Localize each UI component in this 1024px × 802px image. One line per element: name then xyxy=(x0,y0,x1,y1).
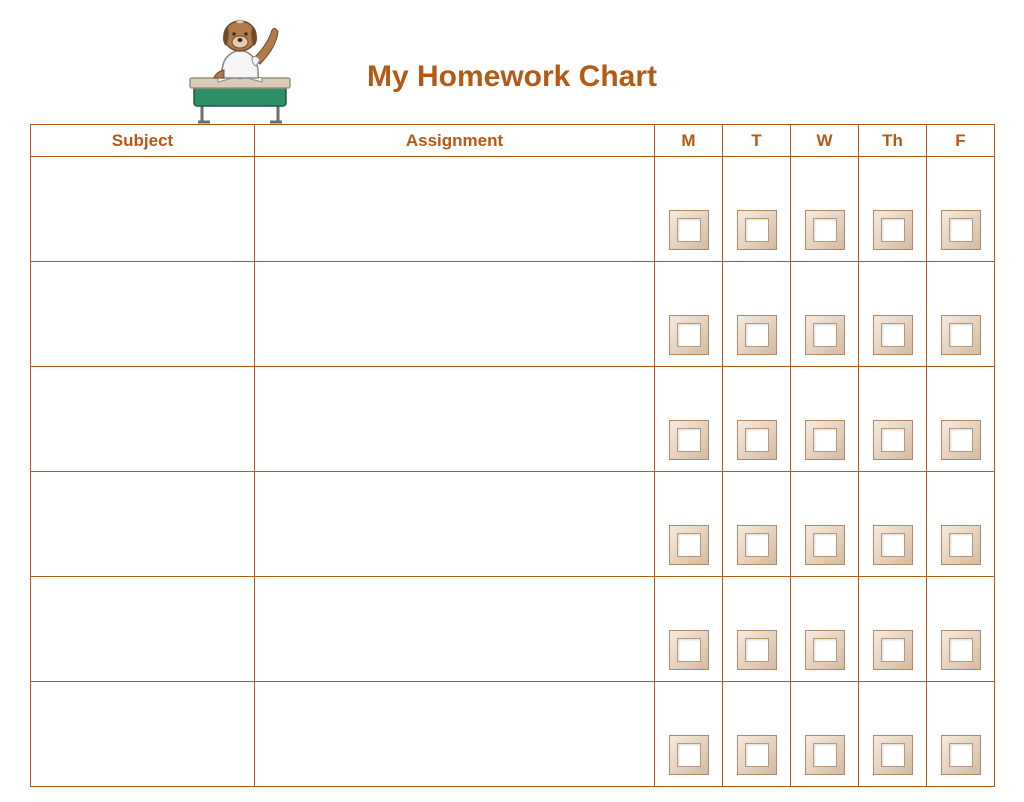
checkbox-tue[interactable] xyxy=(737,420,777,460)
checkbox-wed[interactable] xyxy=(805,735,845,775)
day-cell-mon xyxy=(655,157,723,262)
checkbox-fri[interactable] xyxy=(941,630,981,670)
checkbox-thu[interactable] xyxy=(873,420,913,460)
checkbox-tue[interactable] xyxy=(737,630,777,670)
checkbox-thu[interactable] xyxy=(873,630,913,670)
column-header-thu: Th xyxy=(859,125,927,157)
day-cell-tue xyxy=(723,472,791,577)
checkbox-mon[interactable] xyxy=(669,735,709,775)
day-cell-fri xyxy=(927,577,995,682)
day-cell-thu xyxy=(859,682,927,787)
assignment-cell[interactable] xyxy=(255,682,655,787)
checkbox-fri[interactable] xyxy=(941,525,981,565)
checkbox-thu[interactable] xyxy=(873,525,913,565)
table-row xyxy=(31,577,995,682)
checkbox-tue[interactable] xyxy=(737,525,777,565)
day-cell-tue xyxy=(723,262,791,367)
column-header-mon: M xyxy=(655,125,723,157)
subject-cell[interactable] xyxy=(31,472,255,577)
day-cell-fri xyxy=(927,367,995,472)
column-header-assignment: Assignment xyxy=(255,125,655,157)
assignment-cell[interactable] xyxy=(255,157,655,262)
day-cell-wed xyxy=(791,157,859,262)
day-cell-fri xyxy=(927,472,995,577)
subject-cell[interactable] xyxy=(31,577,255,682)
checkbox-mon[interactable] xyxy=(669,210,709,250)
day-cell-wed xyxy=(791,472,859,577)
checkbox-fri[interactable] xyxy=(941,210,981,250)
checkbox-tue[interactable] xyxy=(737,210,777,250)
table-row xyxy=(31,262,995,367)
day-cell-wed xyxy=(791,367,859,472)
day-cell-fri xyxy=(927,682,995,787)
day-cell-mon xyxy=(655,682,723,787)
day-cell-tue xyxy=(723,367,791,472)
subject-cell[interactable] xyxy=(31,262,255,367)
checkbox-thu[interactable] xyxy=(873,315,913,355)
day-cell-fri xyxy=(927,157,995,262)
checkbox-wed[interactable] xyxy=(805,210,845,250)
day-cell-thu xyxy=(859,577,927,682)
subject-cell[interactable] xyxy=(31,367,255,472)
checkbox-mon[interactable] xyxy=(669,315,709,355)
checkbox-mon[interactable] xyxy=(669,525,709,565)
checkbox-tue[interactable] xyxy=(737,735,777,775)
day-cell-wed xyxy=(791,262,859,367)
day-cell-thu xyxy=(859,157,927,262)
day-cell-mon xyxy=(655,472,723,577)
checkbox-wed[interactable] xyxy=(805,420,845,460)
day-cell-thu xyxy=(859,367,927,472)
assignment-cell[interactable] xyxy=(255,262,655,367)
day-cell-mon xyxy=(655,577,723,682)
day-cell-tue xyxy=(723,682,791,787)
day-cell-wed xyxy=(791,682,859,787)
subject-cell[interactable] xyxy=(31,157,255,262)
page-title: My Homework Chart xyxy=(30,60,994,94)
checkbox-thu[interactable] xyxy=(873,210,913,250)
header: My Homework Chart xyxy=(30,14,994,124)
checkbox-thu[interactable] xyxy=(873,735,913,775)
day-cell-tue xyxy=(723,577,791,682)
day-cell-wed xyxy=(791,577,859,682)
homework-chart-page: My Homework Chart SubjectAssignmentMTWTh… xyxy=(0,0,1024,802)
table-row xyxy=(31,367,995,472)
column-header-wed: W xyxy=(791,125,859,157)
checkbox-wed[interactable] xyxy=(805,315,845,355)
subject-cell[interactable] xyxy=(31,682,255,787)
table-row xyxy=(31,472,995,577)
day-cell-thu xyxy=(859,262,927,367)
assignment-cell[interactable] xyxy=(255,472,655,577)
day-cell-fri xyxy=(927,262,995,367)
checkbox-fri[interactable] xyxy=(941,420,981,460)
table-row xyxy=(31,682,995,787)
column-header-subject: Subject xyxy=(31,125,255,157)
checkbox-wed[interactable] xyxy=(805,525,845,565)
assignment-cell[interactable] xyxy=(255,367,655,472)
table-row xyxy=(31,157,995,262)
column-header-fri: F xyxy=(927,125,995,157)
checkbox-fri[interactable] xyxy=(941,735,981,775)
checkbox-fri[interactable] xyxy=(941,315,981,355)
column-header-tue: T xyxy=(723,125,791,157)
day-cell-mon xyxy=(655,367,723,472)
checkbox-tue[interactable] xyxy=(737,315,777,355)
day-cell-mon xyxy=(655,262,723,367)
checkbox-mon[interactable] xyxy=(669,420,709,460)
checkbox-mon[interactable] xyxy=(669,630,709,670)
day-cell-thu xyxy=(859,472,927,577)
assignment-cell[interactable] xyxy=(255,577,655,682)
table-header-row: SubjectAssignmentMTWThF xyxy=(31,125,995,157)
homework-table: SubjectAssignmentMTWThF xyxy=(30,124,995,787)
day-cell-tue xyxy=(723,157,791,262)
checkbox-wed[interactable] xyxy=(805,630,845,670)
